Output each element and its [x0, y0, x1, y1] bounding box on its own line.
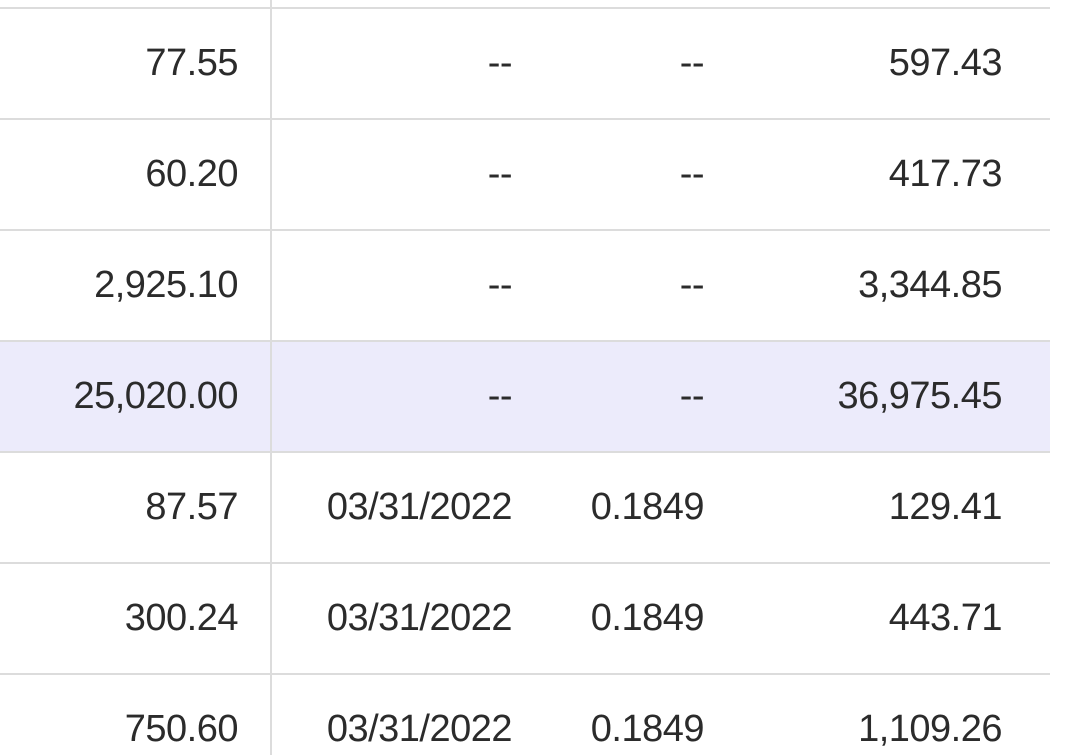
cell-amount: 60.20: [0, 120, 272, 229]
cell-date: 03/31/2022: [326, 486, 513, 528]
cell-rate: --: [679, 264, 705, 306]
cell-amount: [0, 0, 272, 7]
cell-rate: [534, 0, 732, 7]
cell-total: 1,109.26: [858, 708, 1002, 750]
cell-amount: 87.57: [0, 453, 272, 562]
cell-amount: 77.55: [0, 9, 272, 118]
cell-rate: --: [679, 375, 705, 417]
cell-amount: 300.24: [0, 564, 272, 673]
table-row[interactable]: 87.57 03/31/2022 0.1849 129.41: [0, 453, 1050, 564]
cell-total: [732, 0, 1050, 7]
cell-total: 36,975.45: [837, 375, 1002, 417]
cell-total: 597.43: [888, 42, 1003, 84]
table-row[interactable]: 77.55 -- -- 597.43: [0, 9, 1050, 120]
cell-amount: 25,020.00: [0, 342, 272, 451]
cell-total: 3,344.85: [858, 264, 1002, 306]
cell-date: --: [487, 153, 513, 195]
cell-total: 129.41: [888, 486, 1003, 528]
cell-rate: 0.1849: [590, 708, 705, 750]
table-row[interactable]: 750.60 03/31/2022 0.1849 1,109.26: [0, 675, 1050, 755]
table-grid: 77.55 -- -- 597.43 60.20 -- -- 417.73 2,…: [0, 0, 1052, 755]
cell-date: [272, 0, 534, 7]
cell-total: 443.71: [888, 597, 1003, 639]
cell-amount: 2,925.10: [0, 231, 272, 340]
cell-rate: --: [679, 153, 705, 195]
cell-amount: 750.60: [0, 675, 272, 755]
cell-rate: 0.1849: [590, 597, 705, 639]
table-row[interactable]: 300.24 03/31/2022 0.1849 443.71: [0, 564, 1050, 675]
table-row[interactable]: [0, 0, 1050, 9]
cell-date: --: [487, 42, 513, 84]
cell-date: --: [487, 375, 513, 417]
table-row[interactable]: 2,925.10 -- -- 3,344.85: [0, 231, 1050, 342]
cell-rate: --: [679, 42, 705, 84]
table-row-highlighted[interactable]: 25,020.00 -- -- 36,975.45: [0, 342, 1050, 453]
table-right-gutter: [1050, 0, 1080, 755]
cell-rate: 0.1849: [590, 486, 705, 528]
cell-date: --: [487, 264, 513, 306]
cell-date: 03/31/2022: [326, 597, 513, 639]
cell-date: 03/31/2022: [326, 708, 513, 750]
cell-total: 417.73: [888, 153, 1003, 195]
table-row[interactable]: 60.20 -- -- 417.73: [0, 120, 1050, 231]
